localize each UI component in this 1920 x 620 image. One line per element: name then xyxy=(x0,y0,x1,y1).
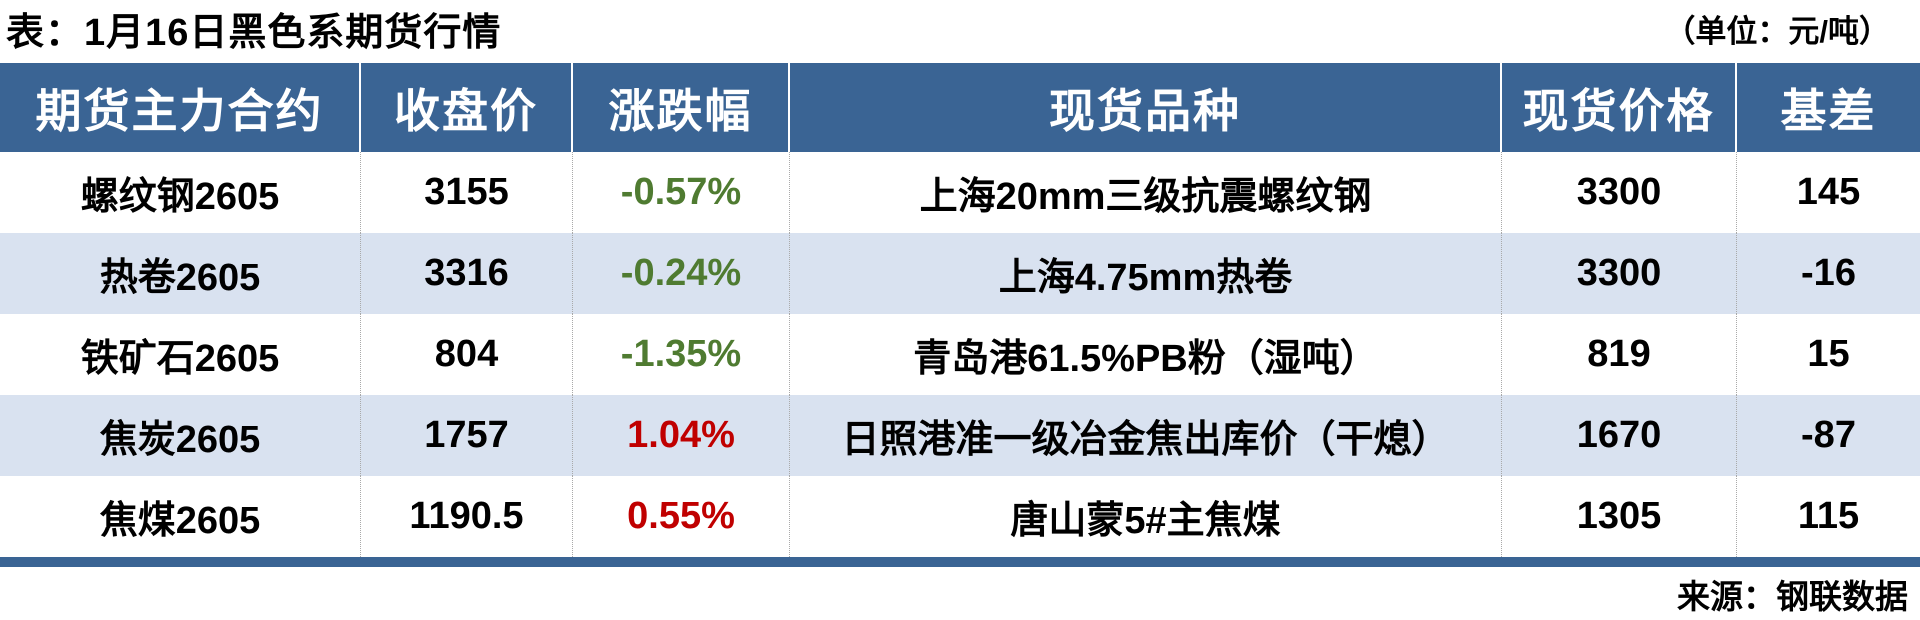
table-row: 焦煤2605 1190.5 0.55% 唐山蒙5#主焦煤 1305 115 xyxy=(0,476,1920,557)
table-bottom-border xyxy=(0,557,1920,567)
source-note: 来源：钢联数据 xyxy=(1677,577,1908,615)
futures-table: 期货主力合约 收盘价 涨跌幅 现货品种 现货价格 基差 螺纹钢2605 3155… xyxy=(0,63,1920,567)
cell-close-price: 1190.5 xyxy=(361,476,573,557)
cell-change-pct: -0.57% xyxy=(573,152,790,233)
table-row: 焦炭2605 1757 1.04% 日照港准一级冶金焦出库价（干熄） 1670 … xyxy=(0,395,1920,476)
cell-change-pct: -0.24% xyxy=(573,233,790,314)
cell-spot-variety: 唐山蒙5#主焦煤 xyxy=(790,476,1502,557)
cell-spot-variety: 日照港准一级冶金焦出库价（干熄） xyxy=(790,395,1502,476)
cell-spot-variety: 青岛港61.5%PB粉（湿吨） xyxy=(790,314,1502,395)
table-row: 螺纹钢2605 3155 -0.57% 上海20mm三级抗震螺纹钢 3300 1… xyxy=(0,152,1920,233)
cell-close-price: 1757 xyxy=(361,395,573,476)
cell-close-price: 3155 xyxy=(361,152,573,233)
header-basis: 基差 xyxy=(1780,85,1877,137)
cell-spot-variety: 上海4.75mm热卷 xyxy=(790,233,1502,314)
cell-basis: -87 xyxy=(1801,414,1856,456)
table-title: 表：1月16日黑色系期货行情 xyxy=(6,12,502,54)
cell-contract: 铁矿石2605 xyxy=(0,314,361,395)
table-header-row: 期货主力合约 收盘价 涨跌幅 现货品种 现货价格 基差 xyxy=(0,63,1920,152)
header-close-price: 收盘价 xyxy=(361,63,573,152)
cell-spot-price: 3300 xyxy=(1502,152,1737,233)
cell-basis: 15 xyxy=(1807,333,1850,375)
footer-bar: 来源：钢联数据 xyxy=(0,567,1920,620)
cell-contract: 焦煤2605 xyxy=(0,476,361,557)
cell-spot-price: 3300 xyxy=(1502,233,1737,314)
cell-contract: 螺纹钢2605 xyxy=(0,152,361,233)
cell-close-price: 804 xyxy=(361,314,573,395)
cell-spot-price: 819 xyxy=(1502,314,1737,395)
cell-change-pct: -1.35% xyxy=(573,314,790,395)
cell-change-pct: 1.04% xyxy=(573,395,790,476)
cell-change-pct: 0.55% xyxy=(573,476,790,557)
unit-note: （单位：元/吨） xyxy=(1664,14,1890,49)
caption-bar: 表：1月16日黑色系期货行情 （单位：元/吨） xyxy=(0,0,1920,63)
header-contract: 期货主力合约 xyxy=(0,63,361,152)
cell-spot-price: 1305 xyxy=(1502,476,1737,557)
header-spot-price: 现货价格 xyxy=(1502,63,1737,152)
table-row: 铁矿石2605 804 -1.35% 青岛港61.5%PB粉（湿吨） 819 1… xyxy=(0,314,1920,395)
cell-contract: 焦炭2605 xyxy=(0,395,361,476)
cell-basis: 115 xyxy=(1797,495,1860,537)
table-row: 热卷2605 3316 -0.24% 上海4.75mm热卷 3300 -16 xyxy=(0,233,1920,314)
cell-spot-variety: 上海20mm三级抗震螺纹钢 xyxy=(790,152,1502,233)
header-change-pct: 涨跌幅 xyxy=(573,63,790,152)
cell-spot-price: 1670 xyxy=(1502,395,1737,476)
cell-close-price: 3316 xyxy=(361,233,573,314)
header-spot-variety: 现货品种 xyxy=(790,63,1502,152)
cell-basis: 145 xyxy=(1796,171,1861,213)
cell-basis: -16 xyxy=(1801,252,1856,294)
cell-contract: 热卷2605 xyxy=(0,233,361,314)
